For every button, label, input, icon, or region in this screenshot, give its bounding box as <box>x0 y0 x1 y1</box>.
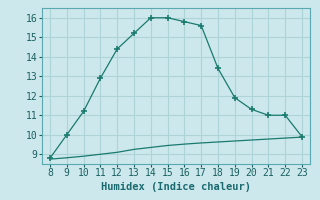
X-axis label: Humidex (Indice chaleur): Humidex (Indice chaleur) <box>101 182 251 192</box>
